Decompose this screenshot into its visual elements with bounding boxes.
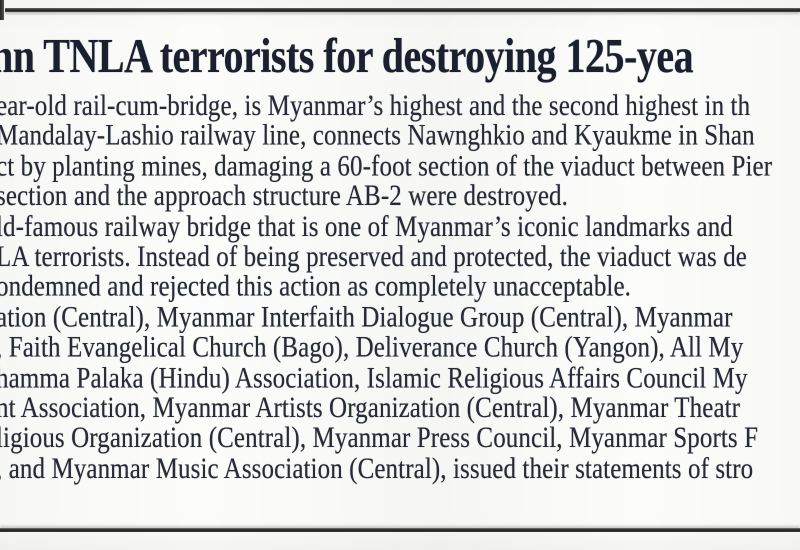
body-line: LA terrorists. Instead of being preserve…	[0, 240, 747, 274]
body-line: ondemned and rejected this action as com…	[0, 271, 632, 304]
body-line: , and Myanmar Music Association (Central…	[0, 452, 754, 485]
top-border-corner-stub	[0, 0, 4, 20]
body-line: ld-famous railway bridge that is one of …	[0, 210, 733, 243]
body-line: ligious Organization (Central), Myanmar …	[0, 422, 759, 455]
bottom-border-rule	[0, 528, 800, 532]
body-line: ation (Central), Myanmar Interfaith Dial…	[0, 301, 733, 334]
body-line: section and the approach structure AB-2 …	[0, 180, 568, 213]
body-line: hamma Palaka (Hindu) Association, Islami…	[0, 361, 748, 394]
article-headline: nn TNLA terrorists for destroying 125-ye…	[0, 28, 694, 84]
body-line: nt Association, Myanmar Artists Organiza…	[0, 391, 741, 425]
body-line: , Faith Evangelical Church (Bago), Deliv…	[0, 331, 744, 364]
body-line: Mandalay-Lashio railway line, connects N…	[0, 120, 755, 153]
top-border-rule	[5, 8, 800, 12]
body-line: ct by planting mines, damaging a 60-foot…	[0, 150, 773, 183]
article-body: ear-old rail-cum-bridge, is Myanmar’s hi…	[0, 91, 800, 484]
body-line: ear-old rail-cum-bridge, is Myanmar’s hi…	[0, 89, 751, 122]
